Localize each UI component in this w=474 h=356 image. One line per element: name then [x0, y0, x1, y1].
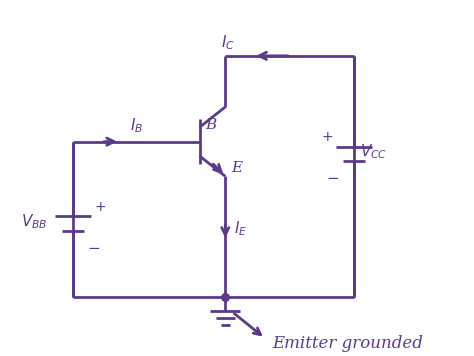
Text: $I_B$: $I_B$ [130, 116, 143, 135]
Text: E: E [231, 161, 242, 175]
Text: $V_{CC}$: $V_{CC}$ [360, 142, 387, 161]
Text: $I_C$: $I_C$ [221, 34, 235, 52]
Text: +: + [321, 131, 333, 145]
Text: Emitter grounded: Emitter grounded [272, 335, 423, 352]
Text: +: + [94, 200, 106, 214]
Text: $V_{BB}$: $V_{BB}$ [21, 212, 47, 231]
Text: −: − [87, 241, 100, 256]
Text: −: − [327, 172, 339, 187]
Text: $I_E$: $I_E$ [234, 219, 247, 238]
Text: B: B [205, 117, 217, 132]
